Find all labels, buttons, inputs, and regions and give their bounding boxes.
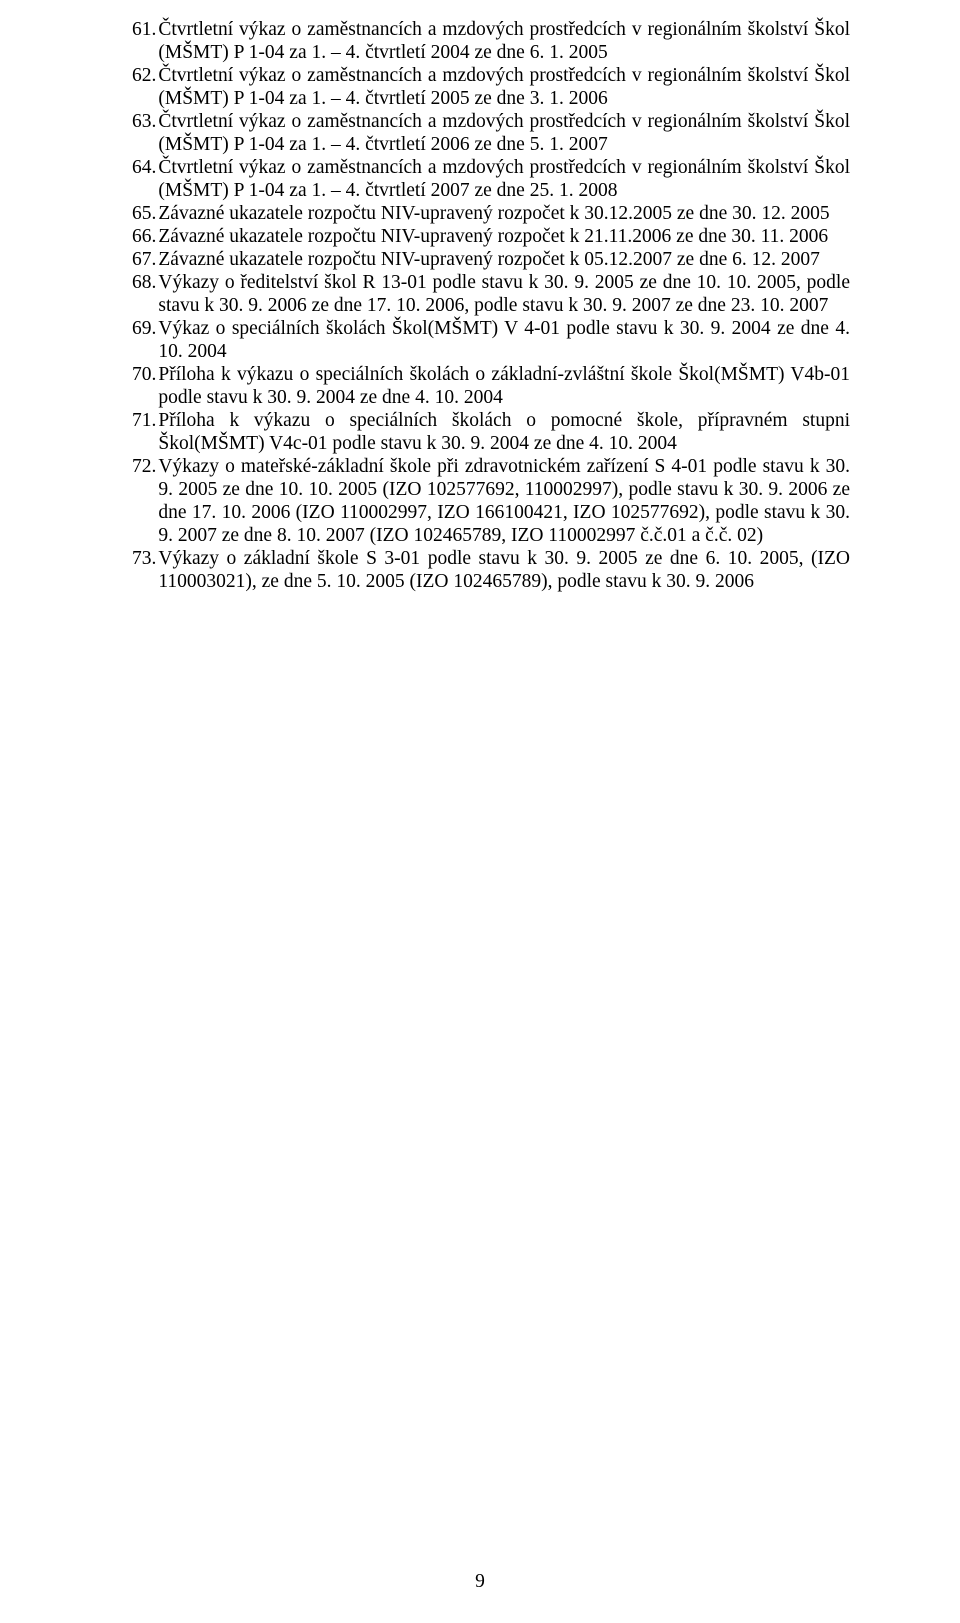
item-number: 70. — [132, 363, 156, 386]
list-item: 63. Čtvrtletní výkaz o zaměstnancích a m… — [132, 110, 850, 156]
item-number: 61. — [132, 18, 156, 41]
item-text: Čtvrtletní výkaz o zaměstnancích a mzdov… — [158, 64, 850, 110]
item-number: 73. — [132, 547, 156, 570]
item-text: Čtvrtletní výkaz o zaměstnancích a mzdov… — [158, 156, 850, 202]
list-item: 68. Výkazy o ředitelství škol R 13-01 po… — [132, 271, 850, 317]
item-text: Čtvrtletní výkaz o zaměstnancích a mzdov… — [158, 110, 850, 156]
item-text: Čtvrtletní výkaz o zaměstnancích a mzdov… — [158, 18, 850, 64]
item-number: 71. — [132, 409, 156, 432]
list-item: 62. Čtvrtletní výkaz o zaměstnancích a m… — [132, 64, 850, 110]
list-item: 65. Závazné ukazatele rozpočtu NIV-uprav… — [132, 202, 850, 225]
item-text: Závazné ukazatele rozpočtu NIV-upravený … — [158, 202, 850, 225]
item-number: 69. — [132, 317, 156, 340]
item-text: Výkazy o mateřské-základní škole při zdr… — [158, 455, 850, 547]
item-text: Příloha k výkazu o speciálních školách o… — [158, 409, 850, 455]
item-text: Výkazy o základní škole S 3-01 podle sta… — [158, 547, 850, 593]
list-item: 72. Výkazy o mateřské-základní škole při… — [132, 455, 850, 547]
item-number: 63. — [132, 110, 156, 133]
list-item: 69. Výkaz o speciálních školách Škol(MŠM… — [132, 317, 850, 363]
item-number: 72. — [132, 455, 156, 478]
item-text: Závazné ukazatele rozpočtu NIV-upravený … — [158, 248, 850, 271]
item-number: 66. — [132, 225, 156, 248]
list-item: 70. Příloha k výkazu o speciálních školá… — [132, 363, 850, 409]
item-number: 67. — [132, 248, 156, 271]
item-text: Závazné ukazatele rozpočtu NIV-upravený … — [158, 225, 850, 248]
list-item: 64. Čtvrtletní výkaz o zaměstnancích a m… — [132, 156, 850, 202]
item-text: Výkazy o ředitelství škol R 13-01 podle … — [158, 271, 850, 317]
list-item: 67. Závazné ukazatele rozpočtu NIV-uprav… — [132, 248, 850, 271]
item-text: Příloha k výkazu o speciálních školách o… — [158, 363, 850, 409]
document-page: 61. Čtvrtletní výkaz o zaměstnancích a m… — [0, 0, 960, 1623]
item-number: 64. — [132, 156, 156, 179]
item-text: Výkaz o speciálních školách Škol(MŠMT) V… — [158, 317, 850, 363]
list-item: 61. Čtvrtletní výkaz o zaměstnancích a m… — [132, 18, 850, 64]
list-item: 66. Závazné ukazatele rozpočtu NIV-uprav… — [132, 225, 850, 248]
item-number: 68. — [132, 271, 156, 294]
page-number: 9 — [0, 1570, 960, 1593]
list-item: 71. Příloha k výkazu o speciálních školá… — [132, 409, 850, 455]
item-number: 62. — [132, 64, 156, 87]
list-item: 73. Výkazy o základní škole S 3-01 podle… — [132, 547, 850, 593]
item-number: 65. — [132, 202, 156, 225]
